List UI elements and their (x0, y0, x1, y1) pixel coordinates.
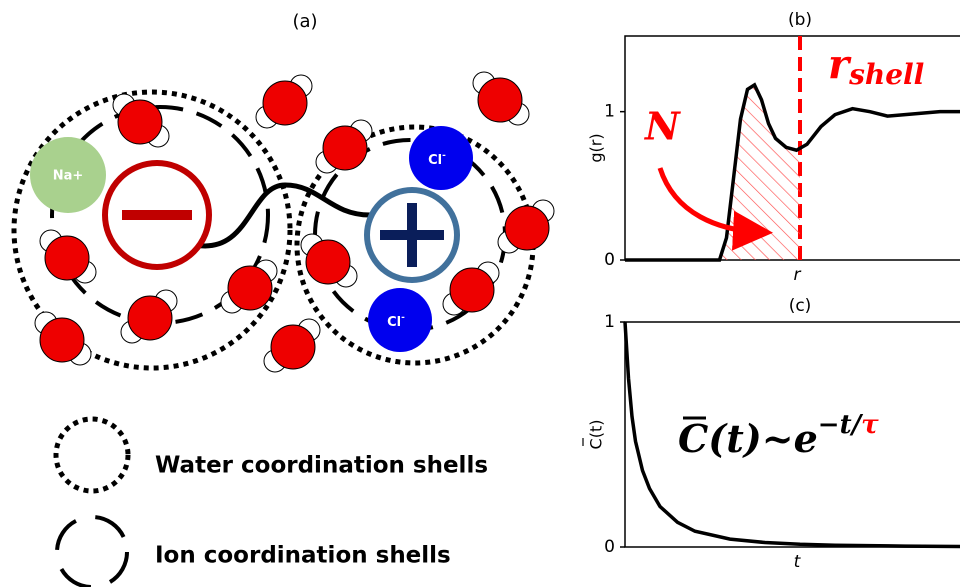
cl-charge: - (401, 313, 405, 323)
x-axis-label: t (794, 552, 802, 572)
cl-ion (368, 288, 432, 352)
oxygen (322, 125, 368, 171)
r-shell-label: rshell (828, 41, 924, 91)
cl-ion (409, 126, 473, 190)
chart-title: (c) (789, 296, 812, 316)
n-label: N (644, 104, 681, 149)
chart: (c) 0 1 t C(t) C(t)~e−t/τ (582, 296, 960, 572)
na-ion (30, 137, 106, 213)
oxygen (39, 317, 85, 363)
axes-frame (624, 321, 960, 548)
oxygen (262, 80, 308, 126)
data-line (623, 321, 960, 549)
cl-label: Cl- (387, 313, 405, 330)
oxygen (227, 265, 273, 311)
formula: C(t)~e−t/τ (678, 410, 879, 461)
cl-charge: - (442, 151, 446, 161)
linker (194, 182, 371, 249)
data-line (625, 82, 960, 262)
x-axis-label: r (794, 265, 802, 285)
y-tick-label: 0 (604, 537, 615, 557)
y-tick-label: 1 (604, 102, 615, 122)
na-label: Na+ (53, 169, 84, 184)
cl-label: Cl- (428, 151, 446, 168)
oxygen (504, 205, 550, 251)
formula-exponent: −t/ (818, 410, 864, 440)
oxygen (44, 235, 90, 281)
oxygen (477, 77, 523, 123)
water-molecules (34, 71, 555, 373)
minus-sign (122, 210, 192, 220)
oxygen (305, 239, 351, 285)
panel-a: (a) Na+ Cl- Cl- Water coordination shell… (11, 11, 555, 587)
oxygen (127, 295, 173, 341)
n-arrow (657, 167, 773, 251)
y-axis-label: C(t) (587, 420, 606, 450)
chart-title: (b) (788, 10, 812, 30)
panel-label: (a) (292, 11, 317, 32)
legend-water-icon (53, 416, 131, 494)
oxygen (117, 99, 163, 145)
r-shell-base: r (828, 41, 852, 88)
legend-ion-icon (55, 515, 129, 587)
y-axis-label: g(r) (587, 133, 606, 162)
plus-sign (407, 203, 417, 267)
legend-text: Ion coordination shells (155, 543, 451, 569)
y-tick-label: 0 (604, 250, 615, 270)
water-shell (11, 89, 293, 371)
y-tick-label: 1 (604, 312, 615, 332)
cl-text: Cl (387, 315, 401, 330)
legend-text: Water coordination shells (155, 453, 488, 479)
cl-text: Cl (428, 153, 442, 168)
oxygen (270, 324, 316, 370)
r-shell-sub: shell (848, 58, 924, 91)
oxygen (449, 267, 495, 313)
formula-base: C(t)~e (678, 416, 818, 461)
formula-tau: τ (861, 410, 879, 440)
